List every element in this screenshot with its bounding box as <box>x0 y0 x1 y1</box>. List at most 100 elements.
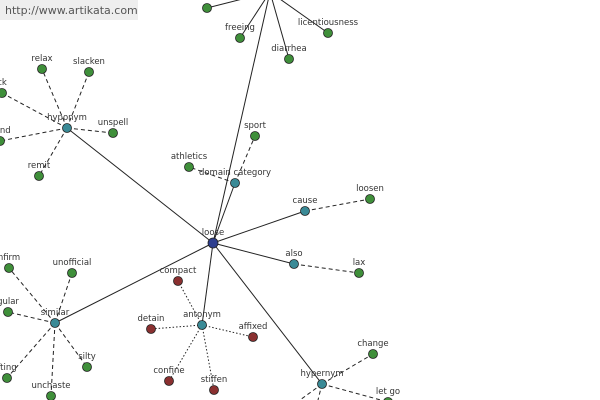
node[interactable] <box>197 320 207 330</box>
node-label[interactable]: freeing <box>225 23 255 33</box>
edge <box>188 166 236 184</box>
edge <box>280 0 329 34</box>
node-label[interactable]: fting <box>0 363 17 373</box>
node-label[interactable]: cause <box>293 196 318 206</box>
node[interactable] <box>2 373 12 383</box>
node-label[interactable]: remit <box>28 161 51 171</box>
node-label[interactable]: detain <box>138 314 165 324</box>
nodes: loose hyponym domain category cause also anto… <box>0 0 400 400</box>
edge <box>206 0 241 9</box>
edge <box>54 322 88 368</box>
edge <box>212 182 236 244</box>
edge <box>321 353 374 385</box>
node[interactable] <box>3 307 13 317</box>
node-label[interactable]: unchaste <box>31 381 70 391</box>
node[interactable] <box>50 318 60 328</box>
edge <box>239 0 266 39</box>
node-label[interactable]: nfirm <box>0 253 20 263</box>
node[interactable] <box>0 136 5 146</box>
edge <box>150 324 203 330</box>
edge <box>8 267 56 324</box>
node-label[interactable]: unspell <box>98 118 129 128</box>
node-label[interactable]: slacken <box>73 57 105 67</box>
watermark: http://www.artikata.com <box>5 4 138 17</box>
node[interactable] <box>67 268 77 278</box>
node[interactable] <box>235 33 245 43</box>
node[interactable] <box>173 276 183 286</box>
node[interactable] <box>209 385 219 395</box>
node-label[interactable]: gular <box>0 297 19 307</box>
node-label[interactable]: ck <box>0 78 7 88</box>
node-label[interactable]: confine <box>153 366 184 376</box>
node[interactable] <box>284 54 294 64</box>
node[interactable] <box>323 28 333 38</box>
node-label[interactable]: loose <box>202 228 224 238</box>
edge <box>212 210 306 244</box>
node[interactable] <box>230 178 240 188</box>
edge <box>7 311 56 324</box>
node[interactable] <box>202 3 212 13</box>
node[interactable] <box>184 162 194 172</box>
edge <box>6 322 56 379</box>
node-label[interactable]: domain category <box>199 168 271 178</box>
node[interactable] <box>108 128 118 138</box>
node[interactable] <box>146 324 156 334</box>
node-label[interactable]: unofficial <box>53 258 92 268</box>
node[interactable] <box>164 376 174 386</box>
node-label[interactable]: athletics <box>171 152 208 162</box>
node[interactable] <box>82 362 92 372</box>
node[interactable] <box>250 131 260 141</box>
node-label[interactable]: change <box>357 339 388 349</box>
node[interactable] <box>84 67 94 77</box>
node-label[interactable]: relax <box>31 54 52 64</box>
node-label[interactable]: dissolution <box>184 0 230 3</box>
edge <box>234 135 256 184</box>
node-label[interactable]: lax <box>353 258 366 268</box>
node-label[interactable]: hypernym <box>300 369 343 379</box>
edge <box>212 0 269 244</box>
edge <box>299 383 323 400</box>
node[interactable] <box>62 123 72 133</box>
edge <box>54 242 214 324</box>
node-label[interactable]: similar <box>41 308 70 318</box>
node[interactable] <box>34 171 44 181</box>
node[interactable] <box>383 397 393 400</box>
node-label[interactable]: licentiousness <box>298 18 359 28</box>
edge <box>212 242 295 265</box>
node[interactable] <box>289 259 299 269</box>
node-label[interactable]: antonym <box>183 310 221 320</box>
edge <box>321 383 383 400</box>
node[interactable] <box>317 379 327 389</box>
edge <box>66 127 114 134</box>
edge <box>293 263 360 274</box>
edge <box>201 242 214 326</box>
node[interactable] <box>300 206 310 216</box>
node[interactable] <box>4 263 14 273</box>
node-label[interactable]: affixed <box>239 322 268 332</box>
node-label[interactable]: hyponym <box>47 113 87 123</box>
node[interactable] <box>46 391 56 400</box>
node-label[interactable]: diarrhea <box>271 44 306 54</box>
edge <box>38 127 68 177</box>
node-label[interactable]: loosen <box>356 184 384 194</box>
node-label[interactable]: also <box>285 249 302 259</box>
node-label[interactable]: let go <box>376 387 400 397</box>
node-label[interactable]: silty <box>78 352 96 362</box>
node[interactable] <box>207 237 219 249</box>
node-label[interactable]: stiffen <box>201 375 228 385</box>
edges <box>0 0 383 400</box>
node-label[interactable]: pend <box>0 126 11 136</box>
edge <box>177 280 203 326</box>
node-label[interactable]: compact <box>160 266 197 276</box>
node[interactable] <box>368 349 378 359</box>
node[interactable] <box>354 268 364 278</box>
edge <box>0 127 68 142</box>
node-label[interactable]: sport <box>244 121 267 131</box>
edge <box>1 92 68 129</box>
node[interactable] <box>37 64 47 74</box>
node[interactable] <box>365 194 375 204</box>
edge <box>66 127 214 244</box>
edge <box>50 322 56 397</box>
node[interactable] <box>248 332 258 342</box>
node[interactable] <box>0 88 7 98</box>
